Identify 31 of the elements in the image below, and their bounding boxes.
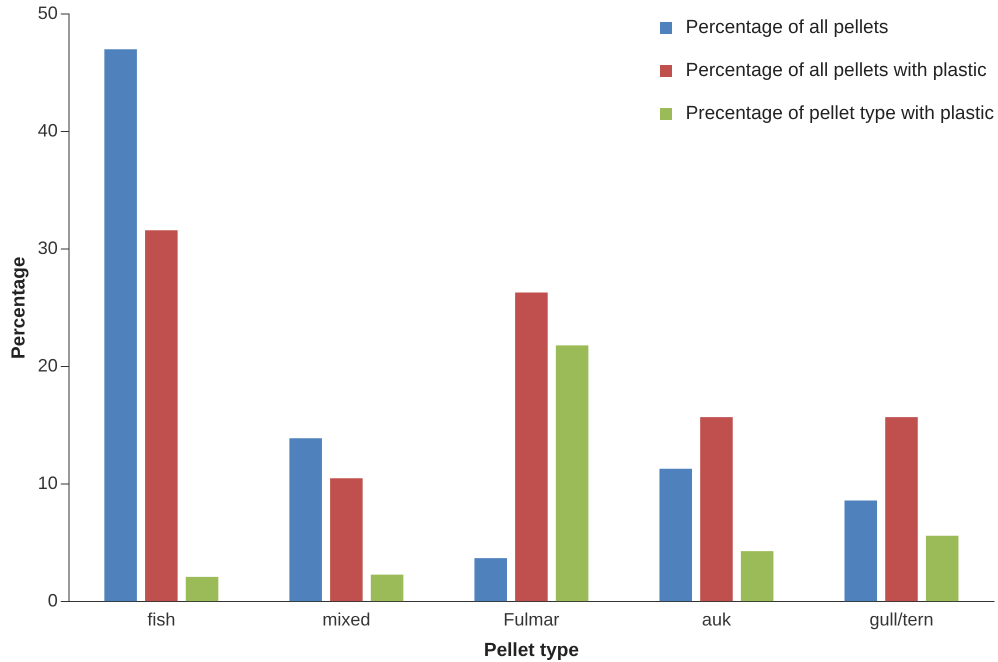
x-tick-label: gull/tern	[869, 609, 934, 630]
bar	[926, 536, 958, 602]
y-tick-label: 10	[38, 473, 58, 494]
y-tick-label: 0	[48, 590, 58, 611]
bar	[289, 438, 322, 602]
x-tick-label: fish	[147, 609, 176, 630]
bar	[370, 574, 404, 602]
x-tick-label: auk	[702, 609, 732, 630]
legend-label: Percentage of all pellets	[686, 16, 888, 38]
legend-label: Percentage of all pellets with plastic	[686, 60, 987, 82]
bar	[659, 468, 692, 602]
y-axis-title: Percentage	[8, 256, 30, 360]
bar	[104, 49, 137, 602]
bar	[740, 551, 774, 602]
y-tick-label: 40	[38, 120, 58, 140]
bar	[844, 500, 878, 602]
bar	[145, 230, 178, 602]
bar	[186, 576, 218, 602]
bar	[515, 292, 548, 602]
x-axis-title: Pellet type	[484, 640, 579, 661]
y-tick-label: 30	[38, 238, 58, 258]
x-tick-label: mixed	[322, 609, 370, 630]
bar	[700, 417, 733, 602]
bar	[474, 558, 507, 602]
y-tick-label: 20	[38, 356, 58, 376]
bar	[885, 417, 918, 602]
bar	[556, 345, 588, 602]
x-tick-label: Fulmar	[503, 609, 560, 630]
legend-label: Precentage of pellet type with plastic	[686, 102, 994, 124]
y-tick-label: 50	[38, 2, 58, 23]
bar	[330, 478, 363, 602]
